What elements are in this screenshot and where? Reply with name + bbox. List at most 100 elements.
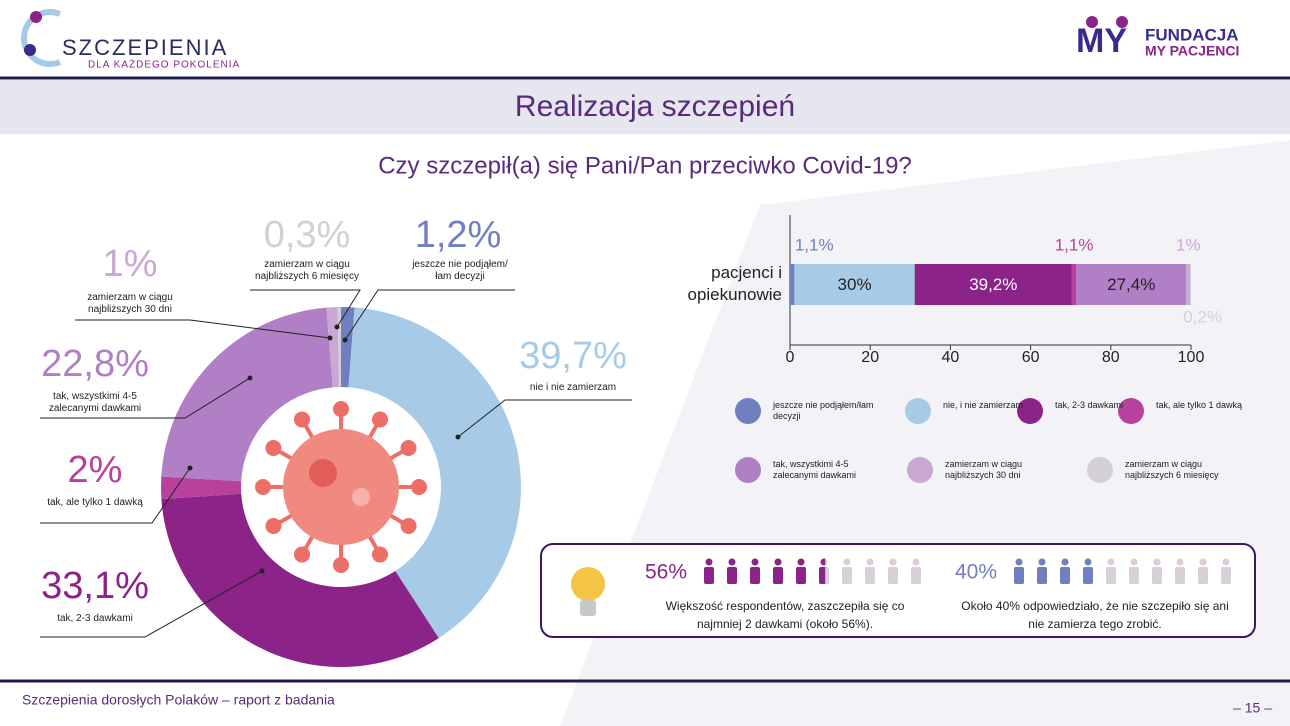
bulb <box>571 567 605 601</box>
data-label: 1,2% <box>415 214 502 256</box>
leader-dot <box>455 434 461 440</box>
legend-label: jeszcze nie podjąłem/łam decyzji <box>773 400 874 421</box>
legend-label: zamierzam w ciągu najbliższych 6 miesięc… <box>1125 459 1219 480</box>
data-label: 0,2% <box>1183 307 1222 326</box>
data-label: 2% <box>68 449 123 491</box>
person-icon <box>796 558 806 584</box>
virus-spot <box>309 459 337 487</box>
x-tick-label: 0 <box>786 349 795 366</box>
data-label: 1% <box>1176 235 1201 254</box>
legend-swatch <box>1087 457 1113 483</box>
slice-caption: zamierzam w ciągu najbliższych 6 miesięc… <box>255 259 359 282</box>
legend-swatch <box>1017 398 1043 424</box>
question: Czy szczepił(a) się Pani/Pan przeciwko C… <box>378 152 912 179</box>
person-icon <box>1221 558 1231 584</box>
data-label: 1,1% <box>795 235 834 254</box>
person-icon <box>1083 558 1093 584</box>
logo-mark: MY <box>1076 22 1127 60</box>
person-icon <box>1060 558 1070 584</box>
person-icon <box>1106 558 1116 584</box>
leader-line <box>40 570 263 638</box>
leader-dot <box>187 465 193 471</box>
slice-caption: nie i nie zamierzam <box>529 382 617 393</box>
person-icon <box>1152 558 1162 584</box>
donut-slice <box>161 307 333 482</box>
leader-line <box>40 377 251 419</box>
leader-dot <box>342 337 348 343</box>
bulb-base <box>580 600 596 616</box>
category-label: pacjenci i opiekunowie <box>687 263 782 304</box>
virus-spike-tip <box>372 411 388 428</box>
logo-dot <box>30 11 42 23</box>
bar-segment <box>1186 264 1191 305</box>
virus-spike-tip <box>294 411 310 428</box>
leader-dot <box>327 335 333 341</box>
bar-segment <box>1076 264 1187 305</box>
legend-swatch <box>905 398 931 424</box>
bar-segment <box>790 264 795 305</box>
logo-text: SZCZEPIENIA <box>62 35 228 60</box>
slice-caption: zamierzam w ciągu najbliższych 30 dni <box>87 292 173 315</box>
virus-spike-tip <box>372 546 388 563</box>
data-label: 39,2% <box>969 275 1017 294</box>
leader-dot <box>259 568 265 574</box>
person-icon <box>1037 558 1047 584</box>
footer-text: Szczepienia dorosłych Polaków – raport z… <box>22 692 335 708</box>
person-icon <box>1014 558 1024 584</box>
slice-caption: tak, wszystkimi 4-5 zalecanymi dawkami <box>48 391 142 414</box>
virus-spike-tip <box>265 518 282 534</box>
person-icon <box>888 558 898 584</box>
logo-dot <box>1086 16 1098 28</box>
person-icon <box>819 558 829 584</box>
x-tick-label: 80 <box>1102 349 1120 366</box>
info-text: Około 40% odpowiedziało, że nie szczepił… <box>961 599 1229 631</box>
virus-body <box>283 429 399 545</box>
logo-dot <box>24 44 36 56</box>
info-value: 40% <box>955 561 997 584</box>
logo-arc <box>21 9 62 67</box>
x-tick-label: 100 <box>1178 349 1205 366</box>
person-icon <box>750 558 760 584</box>
virus-spike-tip <box>265 440 282 456</box>
legend-swatch <box>735 457 761 483</box>
virus-spike-tip <box>294 546 310 563</box>
title: Realizacja szczepień <box>515 90 795 123</box>
bar-segment <box>1071 264 1077 305</box>
data-label: 0,3% <box>264 214 351 256</box>
virus-spot <box>352 488 370 506</box>
data-label: 1% <box>103 243 158 285</box>
person-icon <box>704 558 714 584</box>
leader-line <box>75 319 331 339</box>
data-label: 1,1% <box>1055 235 1094 254</box>
bar-segment <box>914 264 1072 305</box>
person-icon <box>911 558 921 584</box>
title-band <box>0 80 1290 134</box>
logo-dot <box>1116 16 1128 28</box>
legend-label: tak, ale tylko 1 dawką <box>1156 400 1243 410</box>
person-icon <box>773 558 783 584</box>
leader-line <box>344 289 515 341</box>
virus-spike-tip <box>333 401 349 417</box>
info-value: 56% <box>645 561 687 584</box>
donut-slice <box>161 493 439 667</box>
slice-caption: tak, ale tylko 1 dawką <box>47 497 143 508</box>
data-label: 22,8% <box>41 343 149 385</box>
bar-segment <box>1190 264 1191 305</box>
donut-slice <box>161 476 242 500</box>
slice-caption: tak, 2-3 dawkami <box>57 613 133 624</box>
page-number: – 15 – <box>1233 700 1272 716</box>
legend-label: zamierzam w ciągu najbliższych 30 dni <box>945 459 1023 480</box>
backdrop <box>560 140 1290 726</box>
person-icon <box>727 558 737 584</box>
virus-spike-tip <box>411 479 427 495</box>
virus-spike-tip <box>400 518 417 534</box>
x-tick-label: 20 <box>861 349 879 366</box>
legend-swatch <box>1118 398 1144 424</box>
leader-line <box>457 399 632 438</box>
data-label: 39,7% <box>519 335 627 377</box>
leader-dot <box>334 324 340 330</box>
info-box <box>540 543 1256 638</box>
x-tick-label: 40 <box>942 349 960 366</box>
virus-spike-tip <box>400 440 417 456</box>
